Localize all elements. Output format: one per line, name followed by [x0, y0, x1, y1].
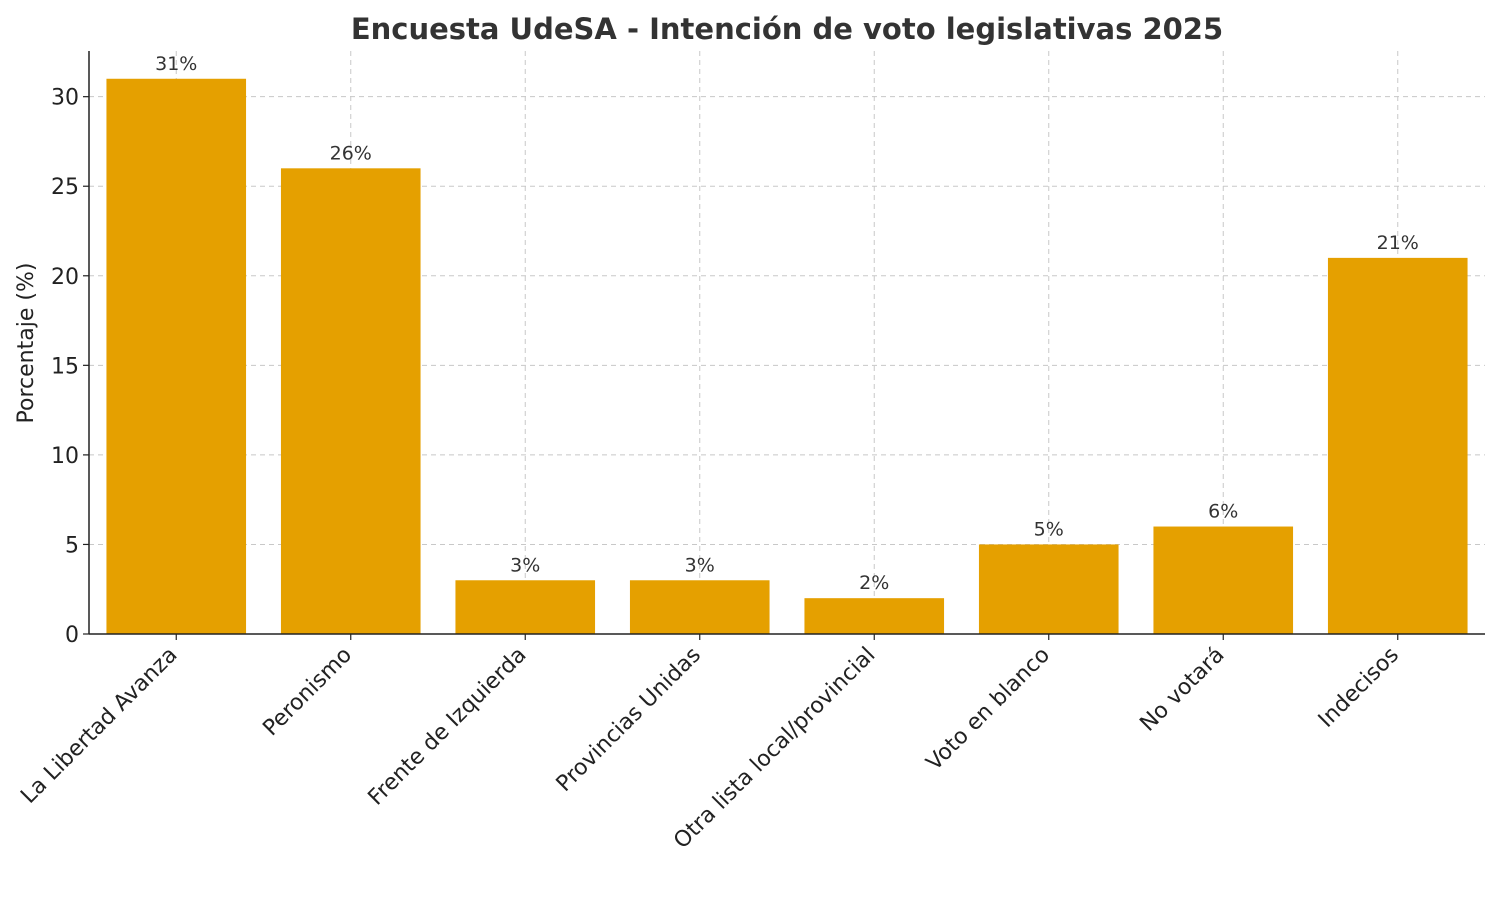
data-label: 3%: [510, 554, 540, 576]
bar: [106, 78, 247, 634]
y-tick-label: 30: [51, 86, 79, 111]
bar: [1153, 526, 1294, 634]
bar: [455, 580, 596, 634]
data-label: 31%: [155, 53, 197, 75]
data-label: 2%: [859, 572, 889, 594]
bars-layer: [106, 78, 1468, 634]
y-tick-label: 10: [51, 444, 79, 469]
y-axis-label: Porcentaje (%): [14, 263, 39, 424]
x-tick-label: Indecisos: [1314, 643, 1404, 733]
y-tick-label: 5: [65, 533, 79, 558]
data-label: 5%: [1034, 518, 1064, 540]
x-tick-label: Frente de Izquierda: [364, 643, 532, 811]
x-tick-label: La Libertad Avanza: [16, 643, 182, 809]
data-label: 3%: [685, 554, 715, 576]
y-tick-label: 0: [65, 623, 79, 648]
bar: [280, 168, 421, 634]
data-label: 21%: [1377, 232, 1419, 254]
x-tick-label: No votará: [1135, 643, 1229, 737]
x-tick-label: Peronismo: [258, 643, 357, 742]
axes-layer: [83, 51, 1485, 640]
y-tick-label: 15: [51, 354, 79, 379]
x-tick-label: Provincias Unidas: [552, 643, 706, 797]
bar: [629, 580, 770, 634]
data-label: 26%: [330, 142, 372, 164]
x-tick-label: Voto en blanco: [922, 643, 1055, 776]
bar: [804, 598, 945, 634]
x-tick-label: Otra lista local/provincial: [669, 643, 880, 854]
data-label: 6%: [1208, 501, 1238, 523]
bar: [978, 544, 1119, 634]
y-tick-label: 25: [51, 175, 79, 200]
y-tick-label: 20: [51, 265, 79, 290]
chart-title: Encuesta UdeSA - Intención de voto legis…: [351, 12, 1223, 46]
bar: [1327, 257, 1468, 634]
